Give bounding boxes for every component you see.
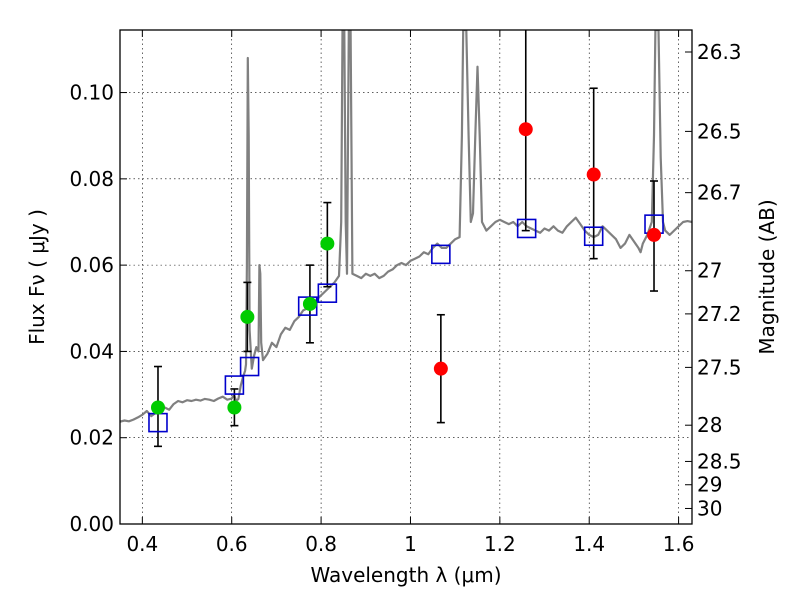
x-tick-label: 1.2 [484, 532, 516, 556]
right-tick-label: 26.3 [697, 40, 742, 64]
y-tick-label: 0.06 [69, 253, 114, 277]
x-tick-label: 1.6 [663, 532, 695, 556]
model-point [239, 356, 260, 377]
model-point [224, 375, 245, 395]
green-point [150, 400, 165, 415]
x-tick-label: 0.4 [126, 532, 158, 556]
error-bars [153, 30, 659, 448]
right-tick-label: 29 [697, 473, 722, 497]
right-axis-label: Magnitude (AB) [755, 199, 779, 354]
y-tick-label: 0.02 [69, 426, 114, 450]
x-tick-label: 1.4 [573, 532, 605, 556]
green-point [227, 400, 242, 415]
y-tick-label: 0.04 [69, 339, 114, 363]
x-axis-label: Wavelength λ (μm) [310, 563, 501, 587]
observed-photometry [150, 122, 662, 415]
grid [120, 30, 692, 525]
red-point [586, 167, 601, 182]
right-tick-label: 28 [697, 413, 722, 437]
model-point [431, 244, 451, 265]
right-tick-label: 27 [697, 259, 722, 283]
x-tick-label: 1 [404, 532, 417, 556]
right-tick-label: 30 [697, 496, 722, 520]
sed-spectrum [120, 30, 692, 423]
right-tick-label: 26.7 [697, 181, 742, 205]
right-tick-label: 26.5 [697, 119, 742, 143]
y-tick-label: 0.00 [69, 512, 114, 536]
green-point [302, 296, 317, 311]
model-point [317, 283, 338, 303]
y-axis-ticks: 0.00 0.02 0.04 0.06 0.08 0.10 [69, 81, 127, 536]
right-tick-label: 27.2 [697, 302, 742, 326]
green-point [320, 236, 335, 251]
y-axis-label: Flux Fν ( μJy ) [25, 209, 49, 345]
red-point [647, 227, 662, 242]
y-tick-label: 0.10 [69, 81, 114, 105]
x-axis-ticks: 0.4 0.6 0.8 1 1.2 1.4 1.6 [126, 30, 695, 556]
model-photometry [148, 214, 664, 433]
model-point [583, 226, 604, 247]
right-tick-label: 27.5 [697, 355, 742, 379]
x-tick-label: 0.6 [216, 532, 248, 556]
model-point [297, 296, 318, 316]
right-tick-label: 28.5 [697, 449, 742, 473]
plot-frame [119, 29, 693, 525]
x-tick-label: 0.8 [305, 532, 337, 556]
red-point [518, 122, 533, 137]
green-point [240, 309, 255, 324]
model-point [516, 218, 537, 239]
red-point [433, 361, 448, 376]
y-tick-label: 0.08 [69, 167, 114, 191]
sed-line [120, 30, 692, 423]
